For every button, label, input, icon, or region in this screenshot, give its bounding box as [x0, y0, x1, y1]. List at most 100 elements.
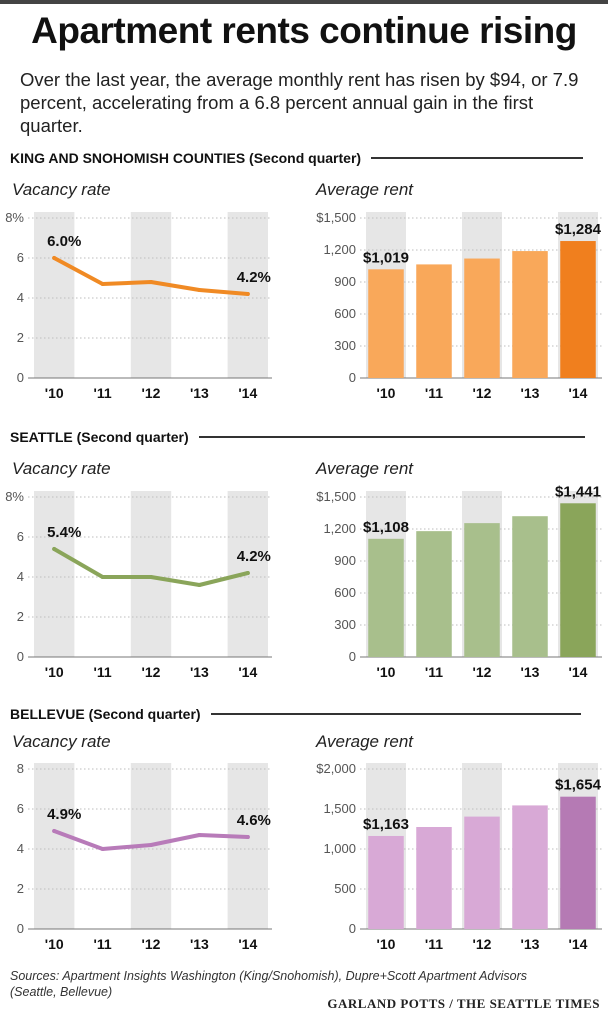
credit-line: GARLAND POTTS / THE SEATTLE TIMES: [327, 996, 600, 1011]
data-label: $1,108: [363, 519, 409, 536]
y-tick-label: 1,200: [323, 521, 356, 536]
page-title: Apartment rents continue rising: [31, 10, 577, 51]
data-point: [245, 835, 250, 839]
section-rule: [371, 157, 584, 159]
bar: [368, 835, 404, 929]
y-tick-label: 2: [17, 609, 24, 624]
bar: [464, 258, 500, 378]
data-label: 4.2%: [237, 269, 271, 286]
y-tick-label: 900: [334, 553, 356, 568]
y-tick-label: $1,500: [316, 489, 356, 504]
y-tick-label: 4: [17, 569, 24, 584]
section-header-king: KING AND SNOHOMISH COUNTIES (Second quar…: [10, 150, 584, 166]
y-tick-label: 0: [349, 649, 356, 664]
bar: [560, 796, 596, 929]
data-point: [149, 843, 153, 847]
x-tick-label: '13: [190, 385, 209, 401]
y-tick-label: 6: [17, 250, 24, 265]
bar: [560, 241, 596, 378]
x-tick-label: '10: [377, 664, 396, 680]
section-header-label: BELLEVUE (Second quarter): [10, 706, 201, 722]
y-tick-label: 300: [334, 617, 356, 632]
data-point: [149, 575, 153, 579]
x-tick-label: '10: [377, 385, 396, 401]
chart-title-king-vacancy: Vacancy rate: [12, 180, 111, 199]
data-point: [100, 847, 105, 851]
column-band: [34, 491, 75, 657]
y-tick-label: $2,000: [316, 761, 356, 776]
y-tick-label: 600: [334, 306, 356, 321]
y-tick-label: 900: [334, 274, 356, 289]
x-tick-label: '13: [521, 664, 540, 680]
x-tick-label: '12: [142, 936, 161, 952]
data-label: $1,284: [555, 221, 602, 238]
page-subtitle: Over the last year, the average monthly …: [20, 69, 579, 136]
x-tick-label: '14: [238, 936, 257, 952]
x-tick-label: '11: [425, 664, 443, 680]
data-point: [197, 288, 202, 292]
column-band: [130, 212, 172, 378]
y-tick-label: 0: [17, 921, 24, 936]
section-header-label: SEATTLE (Second quarter): [10, 429, 189, 445]
x-tick-label: '11: [425, 936, 443, 952]
y-tick-label: 0: [17, 370, 24, 385]
chart-title-seattle-rent: Average rent: [316, 459, 414, 478]
column-band: [130, 491, 172, 657]
data-label: 5.4%: [47, 524, 81, 541]
y-tick-label: 600: [334, 585, 356, 600]
x-tick-label: '12: [473, 385, 492, 401]
section-header-bellevue: BELLEVUE (Second quarter): [10, 706, 581, 722]
bar: [560, 503, 596, 657]
bar: [512, 251, 548, 378]
data-label: $1,163: [363, 816, 409, 833]
data-point: [197, 833, 202, 837]
bar: [464, 523, 500, 657]
x-tick-label: '12: [473, 664, 492, 680]
section-rule: [198, 436, 585, 438]
data-point: [197, 583, 202, 587]
data-label: $1,654: [555, 777, 602, 794]
data-label: 4.2%: [237, 548, 271, 565]
x-tick-label: '14: [238, 385, 257, 401]
data-label: $1,441: [555, 483, 601, 500]
y-tick-label: 8%: [5, 210, 24, 225]
y-tick-label: 0: [349, 921, 356, 936]
bar: [512, 516, 548, 657]
x-tick-label: '10: [45, 385, 64, 401]
section-header-label: KING AND SNOHOMISH COUNTIES (Second quar…: [10, 150, 362, 166]
x-tick-label: '10: [377, 936, 396, 952]
data-label: $1,019: [363, 249, 409, 266]
data-point: [52, 256, 57, 260]
y-tick-label: 1,000: [323, 841, 356, 856]
x-tick-label: '12: [473, 936, 492, 952]
bar: [416, 531, 452, 657]
x-tick-label: '10: [45, 936, 64, 952]
bar: [368, 538, 404, 657]
x-tick-label: '13: [521, 936, 540, 952]
data-label: 4.6%: [237, 812, 271, 829]
x-tick-label: '14: [569, 385, 588, 401]
data-point: [245, 571, 250, 575]
chart-title-seattle-vacancy: Vacancy rate: [12, 459, 111, 478]
y-tick-label: 0: [17, 649, 24, 664]
y-tick-label: 300: [334, 338, 356, 353]
y-tick-label: $1,500: [316, 210, 356, 225]
x-tick-label: '13: [190, 664, 209, 680]
y-tick-label: 0: [349, 370, 356, 385]
y-tick-label: 4: [17, 841, 24, 856]
data-point: [245, 292, 250, 296]
y-tick-label: 2: [17, 330, 24, 345]
y-tick-label: 4: [17, 290, 24, 305]
data-point: [100, 282, 105, 286]
column-band: [34, 212, 75, 378]
data-point: [100, 575, 105, 579]
top-rule: [0, 0, 608, 4]
x-tick-label: '13: [190, 936, 209, 952]
bar: [416, 827, 452, 929]
y-tick-label: 8%: [5, 489, 24, 504]
x-tick-label: '14: [238, 664, 257, 680]
x-tick-label: '11: [425, 385, 443, 401]
y-tick-label: 500: [334, 881, 356, 896]
bar: [368, 269, 404, 378]
y-tick-label: 2: [17, 881, 24, 896]
